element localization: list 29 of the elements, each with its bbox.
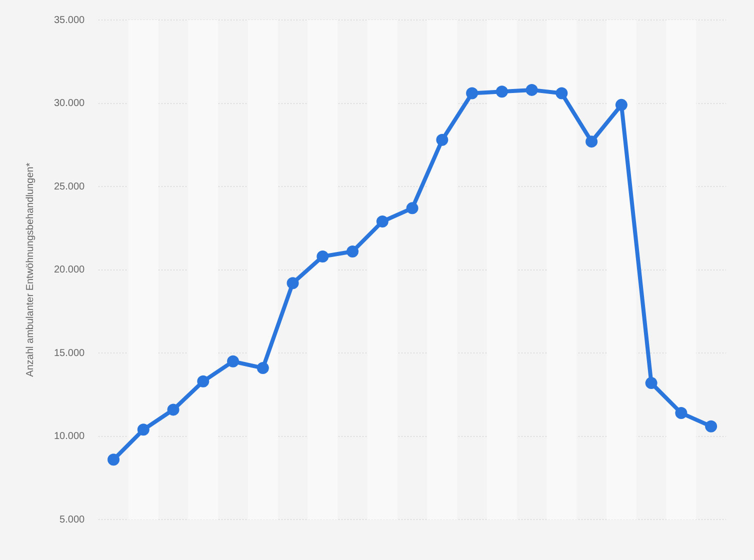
point [526,84,538,96]
point [137,424,150,436]
point [645,377,658,390]
point [376,216,388,228]
y-axis-title: Anzahl ambulanter Entwöhnungsbehandlungen* [24,162,36,377]
y-tick-label: 10.000 [54,431,86,442]
y-tick-label: 25.000 [54,181,86,192]
point [675,407,688,420]
point [556,87,568,100]
y-tick-label: 20.000 [54,264,86,276]
point [406,202,418,214]
point [466,87,478,100]
y-tick-label: 15.000 [54,348,86,359]
point [286,277,299,290]
point [197,375,210,388]
point [256,362,269,374]
y-tick-label: 35.000 [54,14,86,26]
point [586,136,598,148]
point [705,420,718,432]
point [316,250,329,262]
point [108,454,120,466]
point [436,134,448,146]
y-tick-label: 30.000 [54,98,86,110]
point [227,355,240,368]
y-tick-label: 5.000 [60,514,86,526]
point [496,86,508,98]
point [167,404,180,416]
point [615,98,628,111]
point [346,245,359,258]
